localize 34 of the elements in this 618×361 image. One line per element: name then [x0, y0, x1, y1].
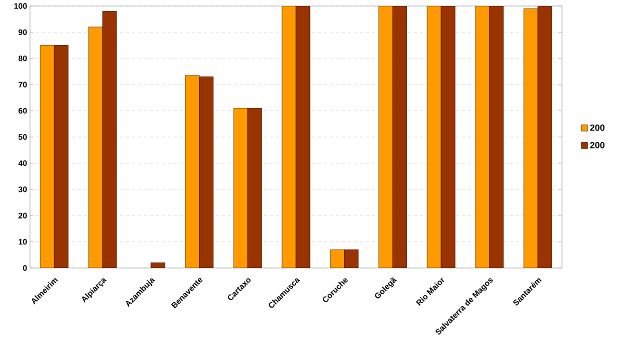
- y-tick-label: 0: [23, 265, 27, 271]
- y-tick-label: 20: [18, 212, 27, 218]
- bar: [233, 108, 248, 268]
- bar: [40, 45, 54, 268]
- bar: [102, 11, 117, 268]
- y-tick-label: 100: [14, 3, 27, 9]
- bar: [54, 45, 68, 268]
- y-tick-label: 80: [18, 56, 27, 62]
- bar: [330, 249, 345, 268]
- bar: [392, 6, 407, 268]
- bar: [199, 76, 214, 268]
- bar: [185, 75, 200, 268]
- bar: [282, 6, 296, 268]
- bar: [475, 6, 490, 268]
- bar: [378, 6, 393, 268]
- bar: [150, 262, 166, 268]
- y-tick-label: 60: [18, 108, 27, 114]
- y-tick-label: 90: [18, 29, 27, 36]
- y-tick-label: 30: [18, 186, 27, 192]
- y-tick-label: 40: [18, 160, 27, 166]
- bar: [247, 108, 262, 268]
- bar: [524, 8, 538, 268]
- bar: [88, 26, 103, 268]
- bar: [426, 6, 442, 268]
- bar: [440, 6, 456, 268]
- y-tick-label: 50: [18, 134, 27, 140]
- bar: [538, 6, 552, 268]
- legend-label: 200: [590, 142, 604, 148]
- bar: [296, 6, 310, 268]
- y-tick-label: 70: [18, 82, 27, 88]
- bar: [489, 6, 504, 268]
- y-tick-label: 10: [18, 238, 27, 245]
- legend-label: 200: [590, 124, 604, 131]
- bar: [344, 249, 359, 268]
